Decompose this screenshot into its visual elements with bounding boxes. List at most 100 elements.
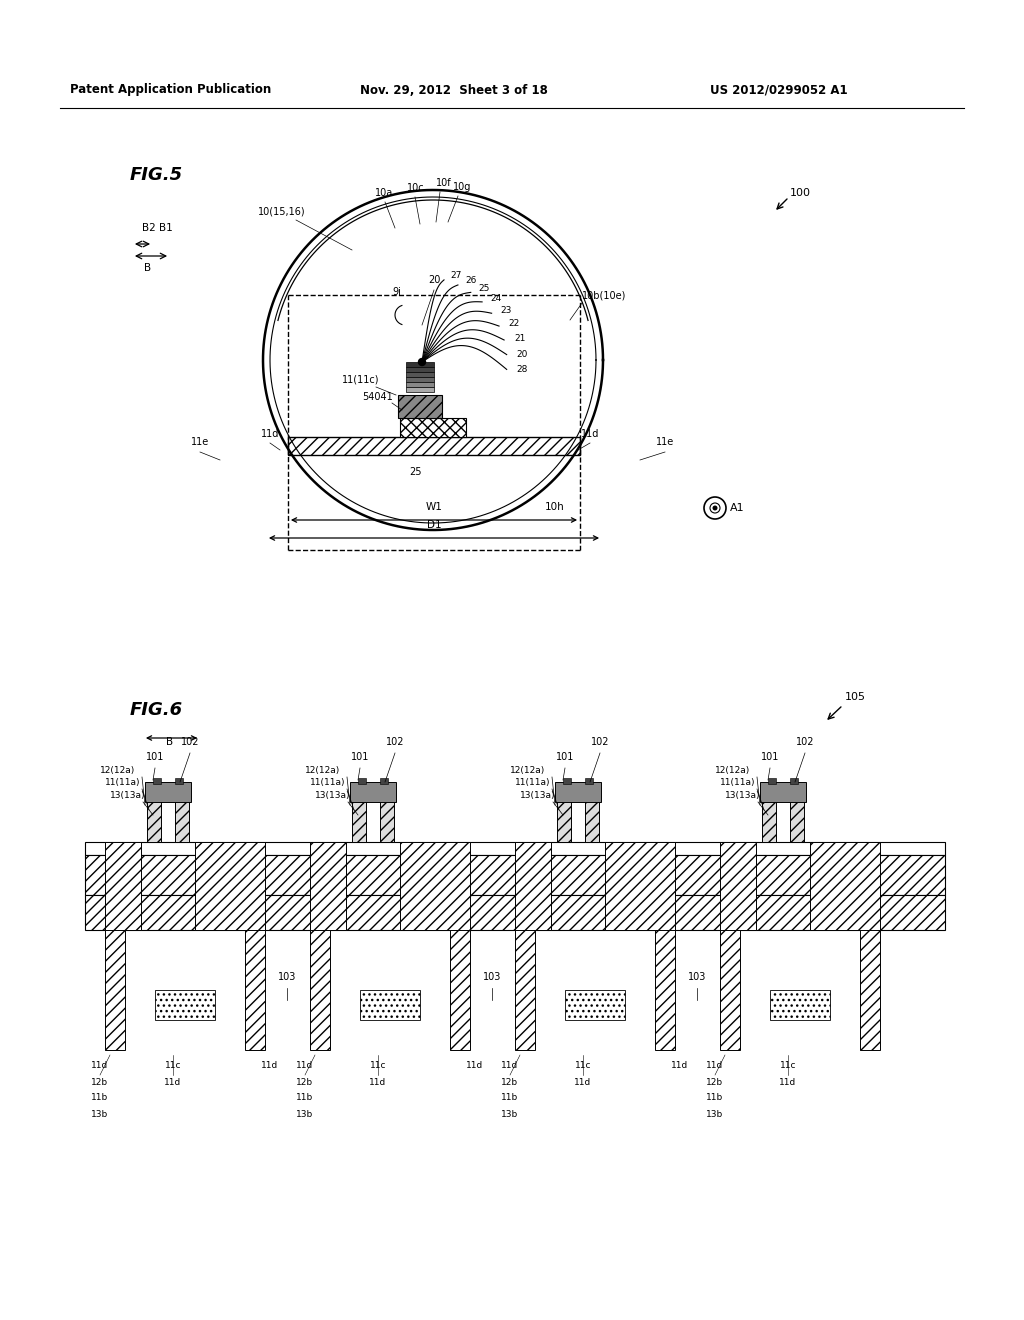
- Text: A1: A1: [730, 503, 744, 513]
- Text: D1: D1: [427, 520, 441, 531]
- Text: 11c: 11c: [779, 1061, 797, 1071]
- Text: 101: 101: [351, 752, 370, 762]
- Text: 13(13a): 13(13a): [315, 791, 350, 800]
- Text: B: B: [144, 263, 152, 273]
- Bar: [770, 990, 830, 1020]
- Text: 10g: 10g: [453, 182, 471, 191]
- Text: 13(13a): 13(13a): [725, 791, 761, 800]
- Bar: [406, 387, 434, 392]
- Bar: [310, 931, 330, 1049]
- Bar: [760, 781, 806, 803]
- Bar: [655, 931, 675, 1049]
- Text: 11d: 11d: [91, 1061, 109, 1071]
- Text: 102: 102: [386, 737, 404, 747]
- Bar: [358, 777, 366, 784]
- Bar: [352, 800, 366, 842]
- Text: 13(13a): 13(13a): [110, 791, 145, 800]
- Bar: [380, 777, 388, 784]
- Text: 101: 101: [145, 752, 164, 762]
- Text: 11e: 11e: [656, 437, 674, 447]
- Text: 11d: 11d: [672, 1061, 688, 1071]
- Text: 13b: 13b: [91, 1110, 109, 1119]
- Bar: [155, 990, 215, 1020]
- Text: 54041: 54041: [362, 392, 393, 403]
- Text: 11d: 11d: [296, 1061, 313, 1071]
- Text: B: B: [167, 737, 173, 747]
- Text: 102: 102: [796, 737, 814, 747]
- Text: 11d: 11d: [370, 1078, 387, 1086]
- Bar: [720, 842, 756, 931]
- Text: 11d: 11d: [502, 1061, 518, 1071]
- Bar: [860, 931, 880, 1049]
- Text: 12(12a): 12(12a): [100, 766, 135, 775]
- Text: 20: 20: [517, 350, 528, 359]
- Text: 105: 105: [845, 692, 866, 702]
- Bar: [557, 800, 571, 842]
- Bar: [195, 842, 265, 931]
- Bar: [105, 842, 141, 931]
- Text: 11b: 11b: [91, 1093, 109, 1102]
- Bar: [310, 842, 346, 931]
- Text: 11d: 11d: [466, 1061, 483, 1071]
- Text: 12(12a): 12(12a): [305, 766, 340, 775]
- Text: 103: 103: [482, 972, 501, 982]
- Bar: [790, 800, 804, 842]
- Bar: [400, 418, 466, 437]
- Text: US 2012/0299052 A1: US 2012/0299052 A1: [710, 83, 848, 96]
- Text: 10(15,16): 10(15,16): [258, 207, 305, 216]
- Bar: [565, 990, 625, 1020]
- Bar: [175, 777, 183, 784]
- Text: 101: 101: [761, 752, 779, 762]
- Bar: [398, 395, 442, 418]
- Text: 11c: 11c: [370, 1061, 386, 1071]
- Text: 10a: 10a: [375, 187, 393, 198]
- Bar: [406, 381, 434, 387]
- Text: 11d: 11d: [707, 1061, 724, 1071]
- Text: 13b: 13b: [296, 1110, 313, 1119]
- Bar: [153, 777, 161, 784]
- Text: 100: 100: [790, 187, 811, 198]
- Bar: [360, 990, 420, 1020]
- Bar: [790, 777, 798, 784]
- Text: Patent Application Publication: Patent Application Publication: [70, 83, 271, 96]
- Bar: [85, 895, 945, 931]
- Text: 103: 103: [278, 972, 296, 982]
- Text: 11d: 11d: [779, 1078, 797, 1086]
- Bar: [406, 367, 434, 372]
- Bar: [406, 378, 434, 381]
- Bar: [145, 781, 191, 803]
- Bar: [555, 781, 601, 803]
- Text: B2 B1: B2 B1: [142, 223, 173, 234]
- Text: 12b: 12b: [502, 1078, 518, 1086]
- Text: 11(11a): 11(11a): [105, 777, 140, 787]
- Text: 27: 27: [451, 271, 462, 280]
- Text: 102: 102: [181, 737, 200, 747]
- Text: 25: 25: [478, 284, 490, 293]
- Bar: [720, 931, 740, 1049]
- Bar: [105, 931, 125, 1049]
- Text: 11e: 11e: [190, 437, 209, 447]
- Text: 12b: 12b: [707, 1078, 724, 1086]
- Text: 26: 26: [465, 276, 476, 285]
- Text: 21: 21: [514, 334, 525, 343]
- Text: 12(12a): 12(12a): [715, 766, 751, 775]
- Text: 11d: 11d: [165, 1078, 181, 1086]
- Bar: [768, 777, 776, 784]
- Bar: [380, 800, 394, 842]
- Text: 11d: 11d: [261, 429, 280, 440]
- Text: Nov. 29, 2012  Sheet 3 of 18: Nov. 29, 2012 Sheet 3 of 18: [360, 83, 548, 96]
- Text: 11b: 11b: [707, 1093, 724, 1102]
- Text: FIG.6: FIG.6: [130, 701, 183, 719]
- Text: 10f: 10f: [436, 178, 452, 187]
- Text: 25: 25: [410, 467, 422, 477]
- Text: 11b: 11b: [296, 1093, 313, 1102]
- Text: 11(11a): 11(11a): [515, 777, 551, 787]
- Text: 11b: 11b: [502, 1093, 518, 1102]
- Text: 22: 22: [509, 319, 520, 329]
- Text: 11(11c): 11(11c): [342, 375, 380, 385]
- Text: 24: 24: [490, 294, 502, 302]
- Text: 10h: 10h: [545, 502, 565, 512]
- Bar: [450, 931, 470, 1049]
- Bar: [406, 362, 434, 367]
- Bar: [563, 777, 571, 784]
